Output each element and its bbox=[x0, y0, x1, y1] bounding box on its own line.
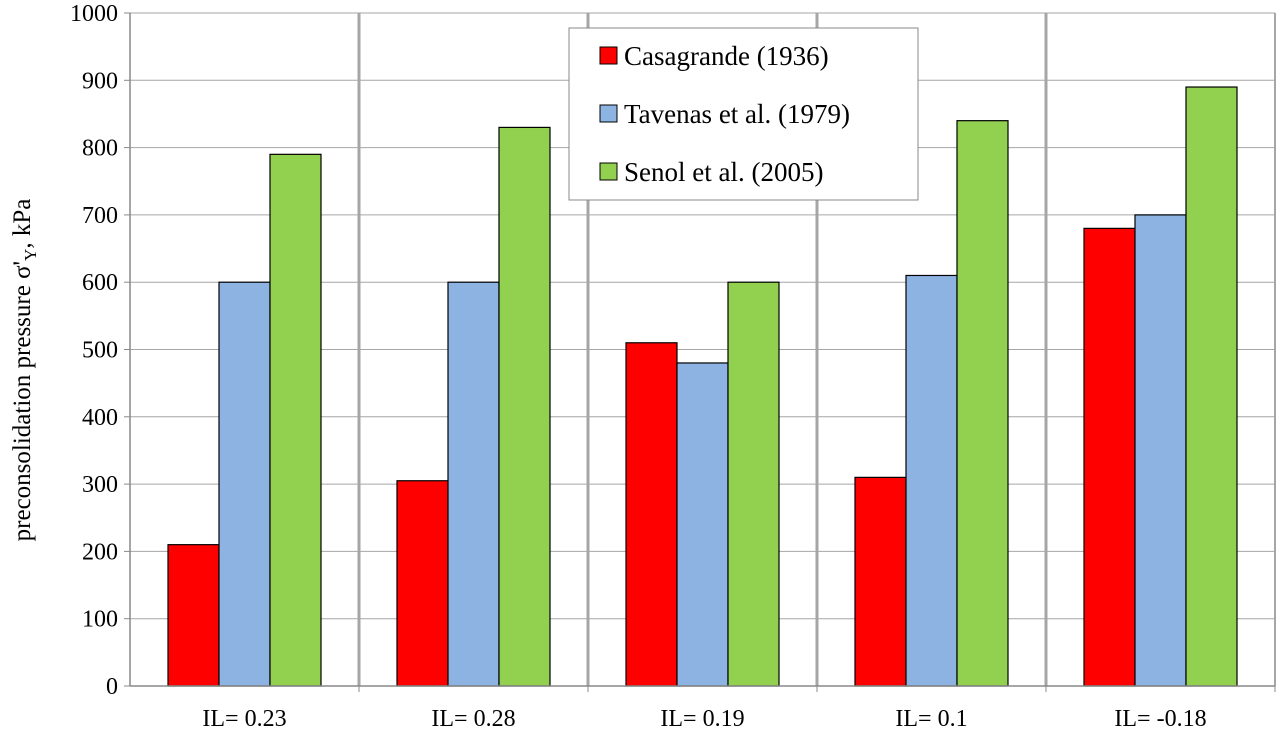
legend-label: Casagrande (1936) bbox=[624, 41, 829, 71]
y-tick-label: 800 bbox=[82, 136, 118, 162]
legend-swatch bbox=[599, 46, 618, 65]
legend-box bbox=[568, 27, 919, 201]
legend: Casagrande (1936) Tavenas et al. (1979) Se… bbox=[568, 27, 919, 201]
bar-1-1 bbox=[447, 281, 500, 687]
x-tick-labels: IL= 0.23 IL= 0.28 IL= 0.19 IL= 0.1 IL= -0.18 bbox=[202, 706, 1206, 732]
y-axis-label: preconsolidation pressure σ'Y, kPa bbox=[9, 199, 40, 542]
y-tick-labels: 0 100 200 300 400 500 600 700 800 900 1000 bbox=[70, 1, 118, 700]
bar-0-0 bbox=[167, 544, 220, 687]
y-tick-label: 700 bbox=[82, 203, 118, 229]
bar-2-0 bbox=[269, 153, 322, 687]
x-tick-label: IL= 0.19 bbox=[660, 706, 744, 732]
bar-1-3 bbox=[905, 274, 958, 687]
legend-label: Tavenas et al. (1979) bbox=[624, 99, 850, 129]
legend-swatch bbox=[599, 104, 618, 123]
x-tick-label: IL= -0.18 bbox=[1114, 706, 1206, 732]
y-tick-label: 900 bbox=[82, 68, 118, 94]
bar-0-1 bbox=[396, 480, 449, 687]
y-tick-label: 200 bbox=[82, 539, 118, 565]
y-tick-label: 100 bbox=[82, 607, 118, 633]
bar-0-3 bbox=[854, 476, 907, 687]
x-tick-label: IL= 0.28 bbox=[431, 706, 515, 732]
axes bbox=[124, 12, 1276, 692]
bar-2-2 bbox=[727, 281, 780, 687]
y-tick-label: 500 bbox=[82, 338, 118, 364]
bar-2-3 bbox=[956, 120, 1009, 687]
bar-2-1 bbox=[498, 126, 551, 687]
bar-2-4 bbox=[1185, 86, 1238, 687]
legend-swatch bbox=[599, 162, 618, 181]
y-tick-label: 600 bbox=[82, 270, 118, 296]
bar-0-2 bbox=[625, 342, 678, 687]
bars bbox=[167, 86, 1238, 687]
y-tick-label: 300 bbox=[82, 472, 118, 498]
legend-label: Senol et al. (2005) bbox=[624, 157, 823, 187]
x-tick-label: IL= 0.1 bbox=[895, 706, 967, 732]
x-tick-label: IL= 0.23 bbox=[202, 706, 286, 732]
bar-1-4 bbox=[1134, 214, 1187, 687]
y-tick-label: 1000 bbox=[70, 1, 118, 27]
bar-1-0 bbox=[218, 281, 271, 687]
y-tick-label: 400 bbox=[82, 405, 118, 431]
bar-0-4 bbox=[1083, 227, 1136, 687]
bar-1-2 bbox=[676, 362, 729, 687]
y-tick-label: 0 bbox=[106, 674, 118, 700]
